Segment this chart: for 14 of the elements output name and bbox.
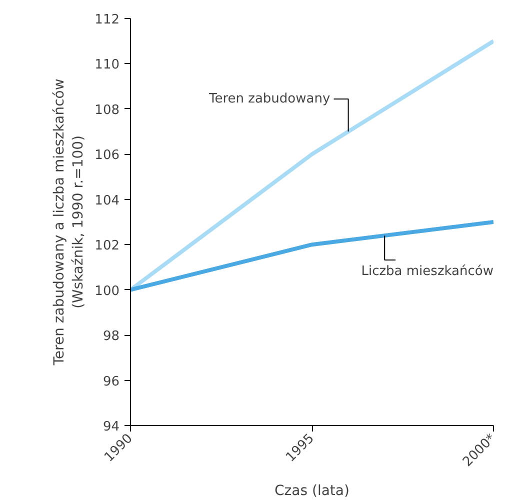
y-tick-label: 108 — [94, 102, 120, 118]
y-tick-label: 94 — [102, 420, 120, 434]
y-tick-label: 112 — [94, 12, 120, 28]
y-tick-label: 110 — [94, 58, 120, 73]
y-tick-label: 100 — [94, 284, 120, 299]
x-axis-title: Czas (lata) — [274, 483, 350, 500]
y-tick-label: 106 — [94, 148, 120, 164]
y-tick-label: 102 — [94, 238, 120, 254]
y-axis-title: Teren zabudowany a liczba mieszkańców (Wskaźnik, 1990 r.=100) — [51, 78, 87, 366]
series-label: Liczba mieszkańców — [361, 264, 494, 280]
y-tick-label: 96 — [102, 374, 120, 390]
y-tick-label: 104 — [94, 193, 120, 208]
y-tick-label: 98 — [102, 329, 120, 344]
text: Teren zabudowany — [208, 91, 330, 106]
